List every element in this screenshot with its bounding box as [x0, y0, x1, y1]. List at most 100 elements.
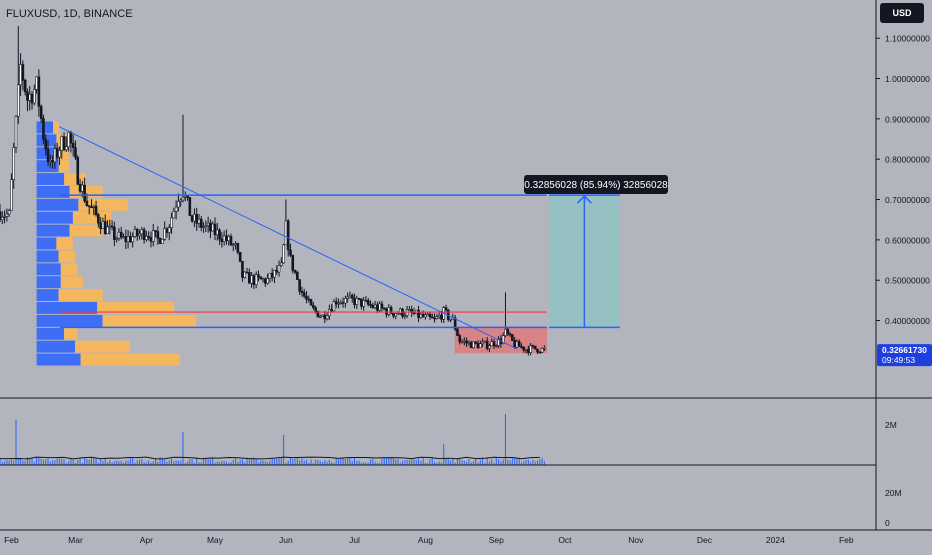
candle-body: [190, 215, 194, 222]
volume-profile-bar-sell: [58, 289, 103, 302]
current-price-label: 0.32661730: [882, 345, 927, 355]
time-tick-label: Mar: [68, 535, 83, 545]
time-tick-label: Nov: [628, 535, 644, 545]
candle-body: [481, 341, 484, 345]
volume-profile-bar-sell: [53, 121, 59, 134]
candle-body: [108, 225, 112, 228]
candle-body: [275, 270, 279, 273]
price-tick-label: 0.70000000: [885, 195, 930, 205]
candle-body: [158, 238, 162, 244]
candle-body: [280, 262, 283, 266]
candle-body: [92, 205, 96, 208]
candle-body: [197, 218, 201, 224]
currency-button[interactable]: USD: [880, 3, 924, 23]
volume-profile-bar-sell: [60, 276, 83, 289]
candle-body: [167, 227, 171, 233]
candle-body: [282, 244, 285, 264]
candle-body: [396, 313, 400, 315]
candle-body: [241, 261, 244, 278]
candle-body: [511, 334, 514, 341]
candle-body: [490, 341, 494, 347]
candle-body: [353, 297, 356, 305]
volume-profile-bar-buy: [36, 353, 81, 366]
candle-body: [243, 271, 247, 278]
candle-body: [225, 235, 228, 241]
candle-body: [293, 270, 297, 273]
candle-body: [204, 224, 208, 227]
volume-tick-label: 0: [885, 518, 890, 528]
candle-body: [266, 278, 269, 284]
candle-body: [479, 343, 482, 348]
candle-body: [405, 309, 409, 316]
candle-body: [398, 308, 402, 314]
candle-body: [220, 238, 224, 242]
volume-profile-bar-sell: [78, 198, 128, 211]
candle-body: [165, 228, 169, 233]
candle-body: [417, 309, 420, 319]
candle-body: [364, 300, 368, 302]
candle-body: [142, 229, 146, 240]
symbol-label[interactable]: FLUXUSD, 1D, BINANCE: [6, 8, 133, 20]
price-tick-label: 1.00000000: [885, 74, 930, 84]
time-tick-label: Oct: [558, 535, 572, 545]
candle-body: [371, 305, 375, 308]
candle-body: [373, 304, 377, 308]
volume-profile-bar-buy: [36, 121, 54, 134]
volume-tick-label: 20M: [885, 488, 902, 498]
candle-body: [218, 229, 221, 240]
volume-profile-bar-sell: [58, 160, 70, 173]
candle-body: [222, 235, 226, 242]
time-tick-label: Dec: [697, 535, 713, 545]
candle-body: [515, 341, 519, 348]
candle-body: [147, 235, 150, 238]
volume-profile-bar-sell: [97, 302, 175, 314]
candle-body: [65, 146, 68, 150]
candle-body: [42, 118, 45, 140]
candle-body: [257, 274, 260, 278]
candle-body: [122, 236, 125, 238]
candle-body: [492, 341, 496, 347]
candle-body: [115, 238, 118, 240]
candle-body: [341, 302, 345, 304]
candle-body: [325, 315, 329, 320]
candle-body: [344, 298, 347, 304]
volume-profile-bar-sell: [75, 340, 131, 353]
candle-body: [229, 236, 233, 246]
candle-body: [369, 304, 372, 306]
time-tick-label: Jul: [349, 535, 360, 545]
candle-body: [202, 226, 205, 228]
time-tick-label: 2024: [766, 535, 785, 545]
candle-body: [44, 139, 48, 150]
volume-profile-bar-buy: [36, 327, 65, 340]
candle-body: [348, 294, 352, 298]
candle-body: [85, 200, 89, 206]
candle-body: [289, 249, 292, 256]
candle-body: [435, 316, 439, 319]
candle-body: [83, 184, 86, 202]
candle-body: [460, 341, 464, 343]
candle-body: [33, 89, 36, 104]
candle-body: [458, 335, 462, 343]
candle-body: [366, 300, 370, 305]
candle-body: [440, 314, 443, 320]
measure-arrow-head: [576, 195, 592, 204]
candle-body: [172, 211, 176, 219]
candle-body: [53, 148, 57, 163]
candle-body: [472, 341, 475, 349]
candle-body: [7, 210, 11, 215]
volume-profile-bar-sell: [56, 237, 73, 250]
candle-body: [421, 313, 425, 318]
volume-profile-bar-buy: [36, 173, 65, 185]
volume-profile-bar-buy: [36, 198, 79, 211]
candle-body: [469, 341, 473, 349]
candle-body: [67, 131, 70, 148]
candle-body: [540, 348, 544, 353]
candle-body: [170, 217, 173, 229]
candle-body: [211, 223, 215, 232]
candle-body: [74, 147, 77, 158]
candle-body: [346, 296, 349, 299]
candle-body: [245, 271, 249, 274]
candle-body: [149, 237, 153, 242]
